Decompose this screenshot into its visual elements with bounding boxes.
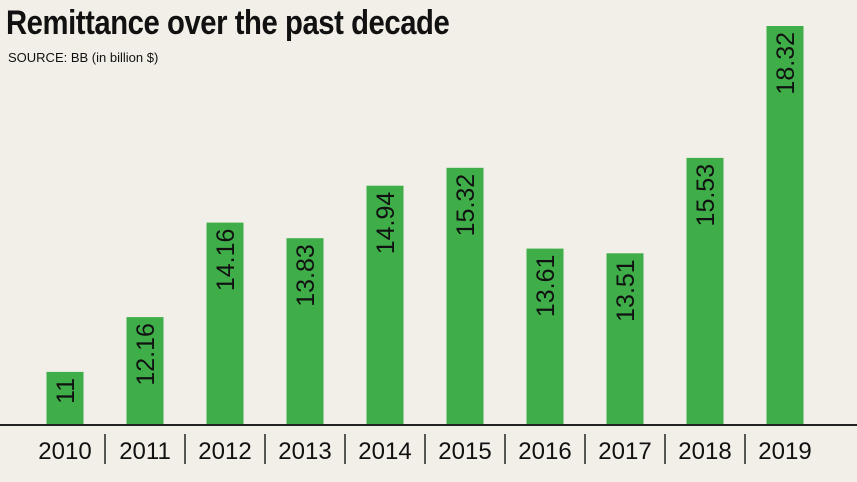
chart-subtitle: SOURCE: BB (in billion $): [8, 50, 159, 65]
x-tick-label-2012: 2012: [198, 438, 251, 465]
x-tick-label-2014: 2014: [358, 438, 411, 465]
data-label-2011: 12.16: [132, 323, 160, 386]
x-tick-label-2018: 2018: [678, 438, 731, 465]
bar-2017: [606, 253, 644, 424]
data-label-2019: 18.32: [772, 32, 800, 95]
data-label-2013: 13.83: [292, 244, 320, 307]
x-tick-label-2016: 2016: [518, 438, 571, 465]
data-label-2016: 13.61: [532, 255, 560, 318]
bar-2011: [126, 317, 164, 424]
x-tick-label-2019: 2019: [758, 438, 811, 465]
x-tick-label-2011: 2011: [119, 438, 171, 465]
bar-2012: [206, 222, 244, 424]
data-label-2017: 13.51: [612, 259, 640, 322]
data-label-2014: 14.94: [372, 192, 400, 255]
bar-2013: [286, 238, 324, 424]
bar-2018: [686, 157, 724, 424]
x-tick-label-2015: 2015: [438, 438, 491, 465]
bar-2016: [526, 248, 564, 424]
data-label-2015: 15.32: [452, 174, 480, 237]
bar-2019: [766, 26, 804, 424]
data-label-2010: 11: [52, 378, 80, 404]
bar-2014: [366, 185, 404, 424]
data-label-2012: 14.16: [212, 229, 240, 292]
chart-title: Remittance over the past decade: [6, 4, 450, 42]
x-tick-label-2010: 2010: [38, 438, 91, 465]
bar-2010: [46, 371, 84, 424]
bar-2015: [446, 167, 484, 425]
x-tick-label-2013: 2013: [278, 438, 331, 465]
x-tick-label-2017: 2017: [598, 438, 651, 465]
data-label-2018: 15.53: [692, 164, 720, 227]
